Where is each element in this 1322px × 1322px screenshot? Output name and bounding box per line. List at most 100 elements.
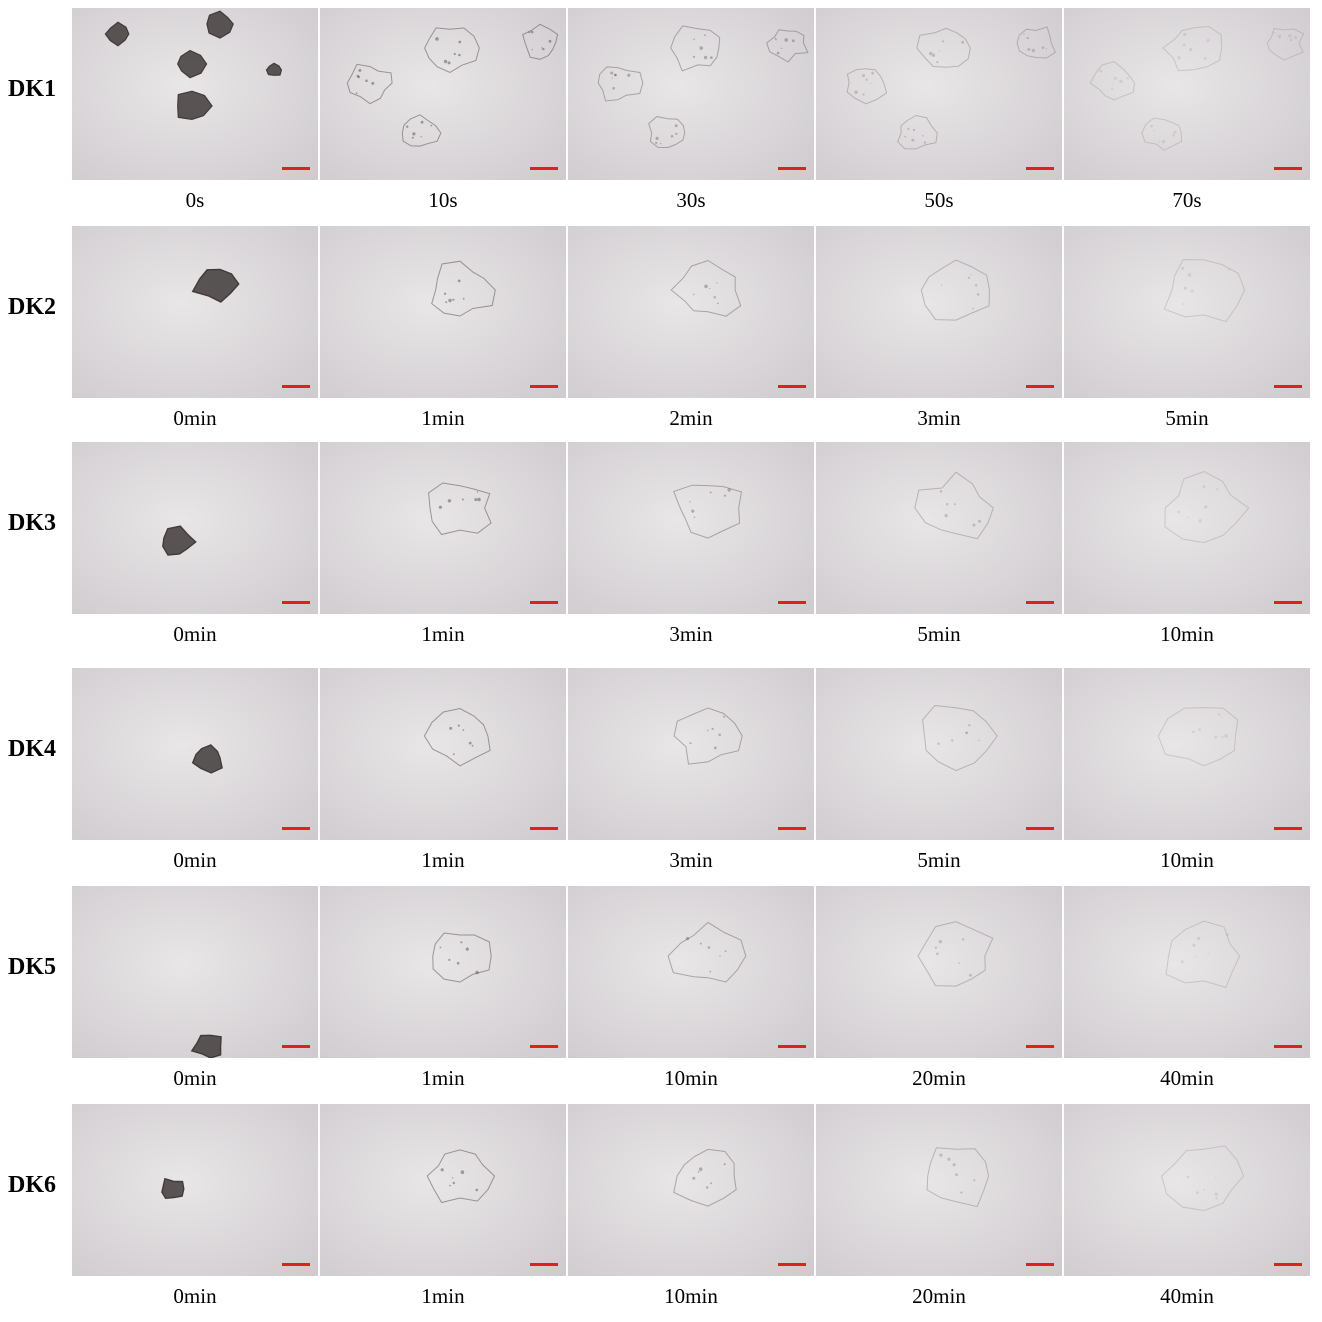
micrograph-frame xyxy=(1064,8,1310,180)
micrograph-frame xyxy=(568,226,814,398)
scale-bar xyxy=(1026,1045,1054,1048)
scale-bar xyxy=(1274,827,1302,830)
micrograph-frame xyxy=(816,668,1062,840)
micrograph-frame xyxy=(1064,668,1310,840)
sample-label: DK5 xyxy=(8,954,56,980)
micrograph-image xyxy=(320,442,566,614)
micrograph-image xyxy=(72,442,318,614)
micrograph-image xyxy=(816,442,1062,614)
scale-bar xyxy=(530,385,558,388)
sample-label: DK2 xyxy=(8,294,56,320)
micrograph-frame xyxy=(1064,886,1310,1058)
time-caption: 5min xyxy=(917,622,961,646)
scale-bar xyxy=(282,1263,310,1266)
time-caption: 1min xyxy=(421,622,465,646)
scale-bar xyxy=(530,1263,558,1266)
time-caption: 10min xyxy=(1160,622,1214,646)
micrograph-image xyxy=(1064,226,1310,398)
micrograph-frame xyxy=(816,1104,1062,1276)
time-caption: 30s xyxy=(676,188,706,212)
time-caption: 3min xyxy=(669,622,713,646)
micrograph-image xyxy=(72,668,318,840)
micrograph-image xyxy=(568,442,814,614)
micrograph-image xyxy=(568,8,814,180)
time-caption: 5min xyxy=(917,848,961,872)
time-caption: 3min xyxy=(917,406,961,430)
micrograph-image xyxy=(1064,886,1310,1058)
time-caption: 10min xyxy=(664,1066,718,1090)
micrograph-frame xyxy=(568,886,814,1058)
sample-label: DK4 xyxy=(8,736,56,762)
sample-label: DK3 xyxy=(8,510,56,536)
micrograph-frame xyxy=(1064,442,1310,614)
time-caption: 10min xyxy=(664,1284,718,1308)
micrograph-image xyxy=(320,886,566,1058)
time-caption: 0min xyxy=(173,848,217,872)
micrograph-frame xyxy=(568,668,814,840)
time-caption: 20min xyxy=(912,1284,966,1308)
time-caption: 0min xyxy=(173,406,217,430)
time-caption: 10min xyxy=(1160,848,1214,872)
time-caption: 3min xyxy=(669,848,713,872)
micrograph-image xyxy=(1064,1104,1310,1276)
scale-bar xyxy=(778,385,806,388)
time-caption: 70s xyxy=(1172,188,1202,212)
scale-bar xyxy=(530,167,558,170)
micrograph-frame xyxy=(568,1104,814,1276)
time-caption: 5min xyxy=(1165,406,1209,430)
micrograph-frame xyxy=(320,886,566,1058)
micrograph-image xyxy=(1064,668,1310,840)
micrograph-image xyxy=(72,226,318,398)
sample-row-dk6: DK6 0min 1min 10min 20min 40min xyxy=(0,1104,1322,1322)
micrograph-image xyxy=(568,226,814,398)
micrograph-frame xyxy=(72,442,318,614)
sample-row-dk1: DK1 0s 10s 30s 50s 70s xyxy=(0,8,1322,226)
micrograph-frame xyxy=(72,1104,318,1276)
sample-row-dk4: DK4 0min 1min 3min 5min 10min xyxy=(0,668,1322,886)
scale-bar xyxy=(530,1045,558,1048)
time-caption: 40min xyxy=(1160,1284,1214,1308)
scale-bar xyxy=(1274,1263,1302,1266)
scale-bar xyxy=(1274,1045,1302,1048)
micrograph-frame xyxy=(72,886,318,1058)
scale-bar xyxy=(282,601,310,604)
micrograph-frame xyxy=(1064,226,1310,398)
scale-bar xyxy=(530,827,558,830)
micrograph-image xyxy=(816,8,1062,180)
micrograph-frame xyxy=(320,8,566,180)
micrograph-frame xyxy=(568,442,814,614)
micrograph-image xyxy=(816,1104,1062,1276)
micrograph-image xyxy=(72,1104,318,1276)
micrograph-frame xyxy=(72,8,318,180)
time-caption: 1min xyxy=(421,848,465,872)
micrograph-image xyxy=(568,668,814,840)
sample-row-dk2: DK2 0min 1min 2min 3min 5min xyxy=(0,226,1322,444)
micrograph-frame xyxy=(72,226,318,398)
micrograph-image xyxy=(1064,8,1310,180)
scale-bar xyxy=(282,385,310,388)
scale-bar xyxy=(1274,601,1302,604)
scale-bar xyxy=(778,1263,806,1266)
time-caption: 2min xyxy=(669,406,713,430)
scale-bar xyxy=(282,167,310,170)
sample-label: DK6 xyxy=(8,1172,56,1198)
scale-bar xyxy=(1026,827,1054,830)
time-caption: 20min xyxy=(912,1066,966,1090)
micrograph-image xyxy=(568,886,814,1058)
scale-bar xyxy=(1026,385,1054,388)
time-caption: 1min xyxy=(421,1066,465,1090)
micrograph-frame xyxy=(320,1104,566,1276)
micrograph-frame xyxy=(1064,1104,1310,1276)
time-caption: 0s xyxy=(185,188,205,212)
sample-row-dk5: DK5 0min 1min 10min 20min 40min xyxy=(0,886,1322,1104)
micrograph-frame xyxy=(568,8,814,180)
time-caption: 1min xyxy=(421,406,465,430)
micrograph-frame xyxy=(320,226,566,398)
micrograph-image xyxy=(1064,442,1310,614)
time-caption: 0min xyxy=(173,1284,217,1308)
time-caption: 10s xyxy=(428,188,458,212)
micrograph-image xyxy=(320,1104,566,1276)
scale-bar xyxy=(1274,385,1302,388)
scale-bar xyxy=(282,827,310,830)
time-caption: 0min xyxy=(173,622,217,646)
